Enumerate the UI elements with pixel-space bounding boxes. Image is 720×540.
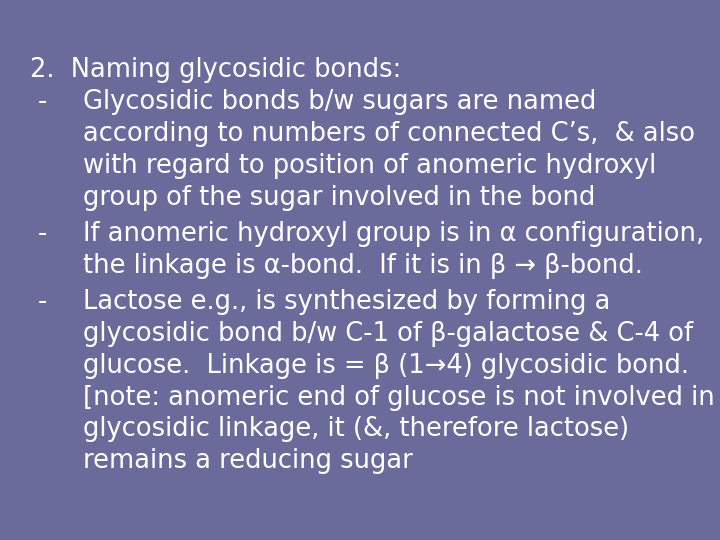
- Text: 2.  Naming glycosidic bonds:: 2. Naming glycosidic bonds:: [30, 57, 402, 83]
- Text: Lactose e.g., is synthesized by forming a: Lactose e.g., is synthesized by forming …: [83, 289, 610, 315]
- Text: the linkage is α-bond.  If it is in β → β-bond.: the linkage is α-bond. If it is in β → β…: [83, 253, 643, 279]
- Text: according to numbers of connected C’s,  & also: according to numbers of connected C’s, &…: [83, 121, 695, 147]
- Text: remains a reducing sugar: remains a reducing sugar: [83, 448, 413, 474]
- Text: with regard to position of anomeric hydroxyl: with regard to position of anomeric hydr…: [83, 153, 656, 179]
- Text: -: -: [37, 221, 47, 247]
- Text: glucose.  Linkage is = β (1→4) glycosidic bond.: glucose. Linkage is = β (1→4) glycosidic…: [83, 353, 689, 379]
- Text: -: -: [37, 289, 47, 315]
- Text: If anomeric hydroxyl group is in α configuration,: If anomeric hydroxyl group is in α confi…: [83, 221, 704, 247]
- Text: glycosidic linkage, it (&, therefore lactose): glycosidic linkage, it (&, therefore lac…: [83, 416, 629, 442]
- Text: [note: anomeric end of glucose is not involved in: [note: anomeric end of glucose is not in…: [83, 384, 714, 410]
- Text: -: -: [37, 89, 47, 115]
- Text: glycosidic bond b/w C-1 of β-galactose & C-4 of: glycosidic bond b/w C-1 of β-galactose &…: [83, 321, 693, 347]
- Text: group of the sugar involved in the bond: group of the sugar involved in the bond: [83, 185, 595, 211]
- Text: Glycosidic bonds b/w sugars are named: Glycosidic bonds b/w sugars are named: [83, 89, 596, 115]
